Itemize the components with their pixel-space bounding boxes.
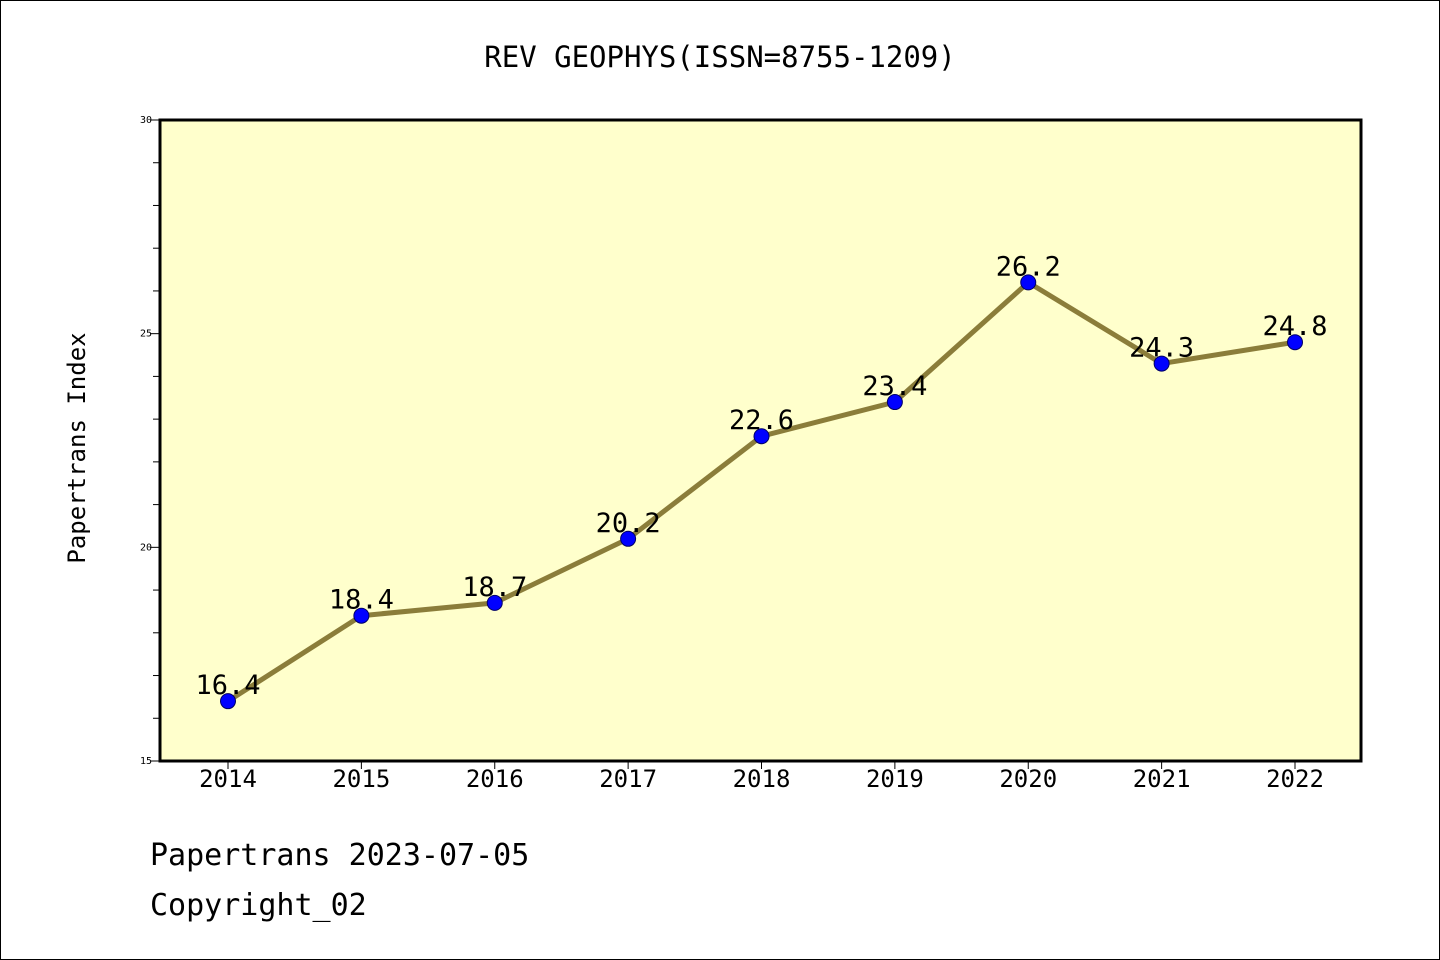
x-axis-ticks: 2014 2015 2016 2017 2018 2019 2020 2021 2022 <box>199 761 1324 793</box>
x-tick-label: 2020 <box>999 765 1057 793</box>
x-tick-label: 2018 <box>733 765 791 793</box>
x-tick-label: 2015 <box>332 765 390 793</box>
data-label: 18.4 <box>329 585 394 616</box>
plot-border <box>158 118 1363 763</box>
x-tick-label: 2022 <box>1266 765 1324 793</box>
data-label: 23.4 <box>862 371 927 402</box>
data-label: 16.4 <box>195 670 260 701</box>
x-tick-label: 2017 <box>599 765 657 793</box>
chart-title: REV GEOPHYS(ISSN=8755-1209) <box>484 40 955 74</box>
x-tick-label: 2014 <box>199 765 257 793</box>
x-tick-label: 2021 <box>1133 765 1191 793</box>
y-tick-label: 30 <box>140 115 152 126</box>
data-point <box>1287 334 1303 351</box>
data-label: 26.2 <box>996 251 1061 282</box>
data-markers <box>220 274 1303 710</box>
data-point <box>353 607 370 624</box>
data-point <box>886 394 903 411</box>
data-point <box>753 428 770 445</box>
data-point <box>220 693 236 710</box>
data-label: 20.2 <box>596 508 661 539</box>
data-label: 18.7 <box>462 572 527 603</box>
data-point <box>1020 274 1037 291</box>
x-tick-label: 2019 <box>866 765 924 793</box>
data-point <box>1153 355 1170 372</box>
y-tick-label: 20 <box>140 542 152 553</box>
data-labels: 16.4 18.4 18.7 20.2 22.6 23.4 26.2 24.3 24.8 <box>195 251 1327 701</box>
data-point <box>620 530 637 547</box>
y-axis-ticks: 15 20 25 30 <box>140 115 160 767</box>
y-tick-label: 15 <box>140 756 152 767</box>
footer-copyright: Copyright_02 <box>150 888 367 923</box>
data-label: 22.6 <box>729 405 794 436</box>
y-axis-label: Papertrans Index <box>63 332 91 563</box>
data-label: 24.8 <box>1262 311 1327 342</box>
data-label: 24.3 <box>1129 333 1194 364</box>
y-tick-label: 25 <box>140 329 152 340</box>
x-tick-label: 2016 <box>466 765 524 793</box>
footer-date-line: Papertrans 2023-07-05 <box>150 838 529 873</box>
data-point <box>486 594 503 611</box>
